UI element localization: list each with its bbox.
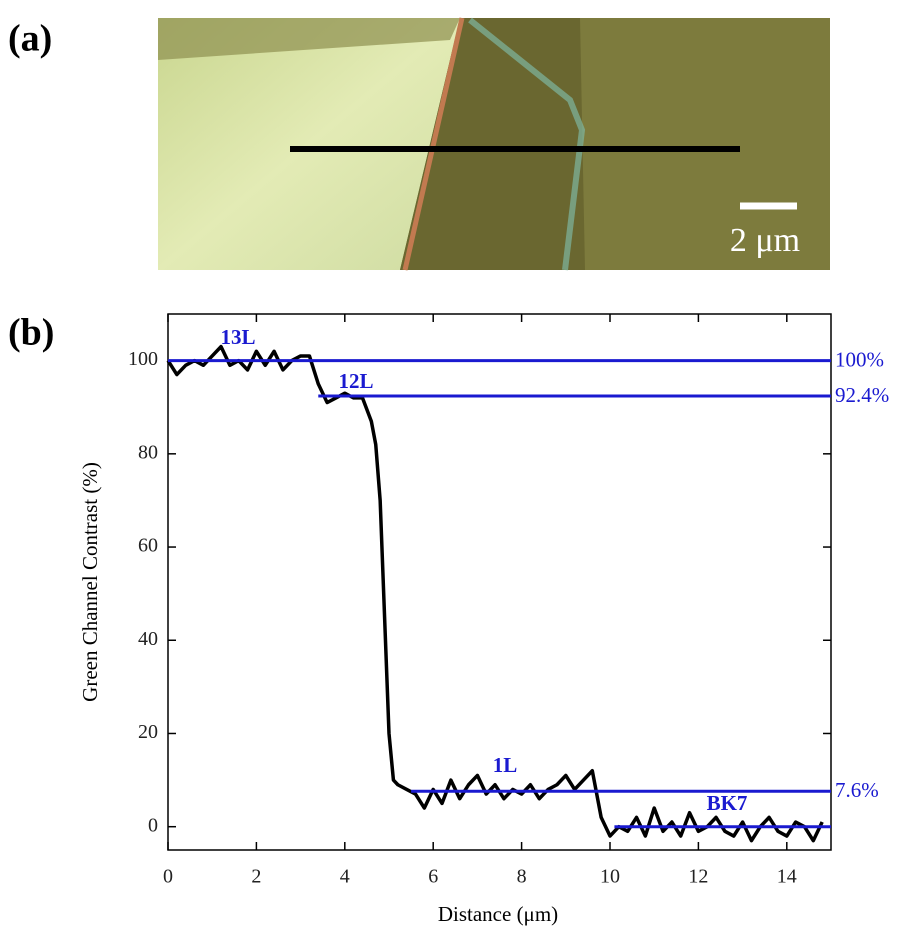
x-tick-label: 4: [340, 866, 350, 888]
thick-flake: [158, 18, 460, 270]
x-tick-label: 10: [600, 866, 620, 888]
x-axis-label: Distance (μm): [438, 902, 558, 926]
y-tick-label: 40: [138, 628, 158, 650]
flake-edge: [402, 17, 465, 271]
y-tick-label: 20: [138, 721, 158, 743]
reference-label: 92.4%: [835, 383, 889, 407]
x-tick-label: 14: [777, 866, 797, 888]
annotation: 1L: [493, 753, 518, 777]
plot-frame: [167, 313, 832, 851]
y-tick-label: 60: [138, 535, 158, 557]
y-axis-label: Green Channel Contrast (%): [78, 462, 102, 702]
panel-label: (a): [8, 18, 52, 60]
y-tick-label: 80: [138, 441, 158, 463]
monolayer-edge: [468, 17, 586, 271]
flake-shadow: [158, 18, 460, 60]
y-tick-label: 0: [148, 814, 158, 836]
annotation: BK7: [707, 791, 748, 815]
x-tick-label: 12: [688, 866, 708, 888]
y-tick-label: 100: [128, 348, 158, 370]
annotation: 12L: [338, 369, 373, 393]
panel-label: (b): [8, 312, 54, 354]
micrograph: 2 μm: [158, 17, 830, 271]
reference-label: 100%: [835, 347, 884, 371]
x-tick-label: 8: [517, 866, 527, 888]
x-tick-label: 6: [428, 866, 438, 888]
scale-bar-label: 2 μm: [730, 222, 800, 259]
x-tick-label: 0: [163, 866, 173, 888]
annotation: 13L: [220, 325, 255, 349]
reference-label: 7.6%: [835, 778, 879, 802]
data-line: [166, 344, 824, 843]
x-tick-label: 2: [251, 866, 261, 888]
